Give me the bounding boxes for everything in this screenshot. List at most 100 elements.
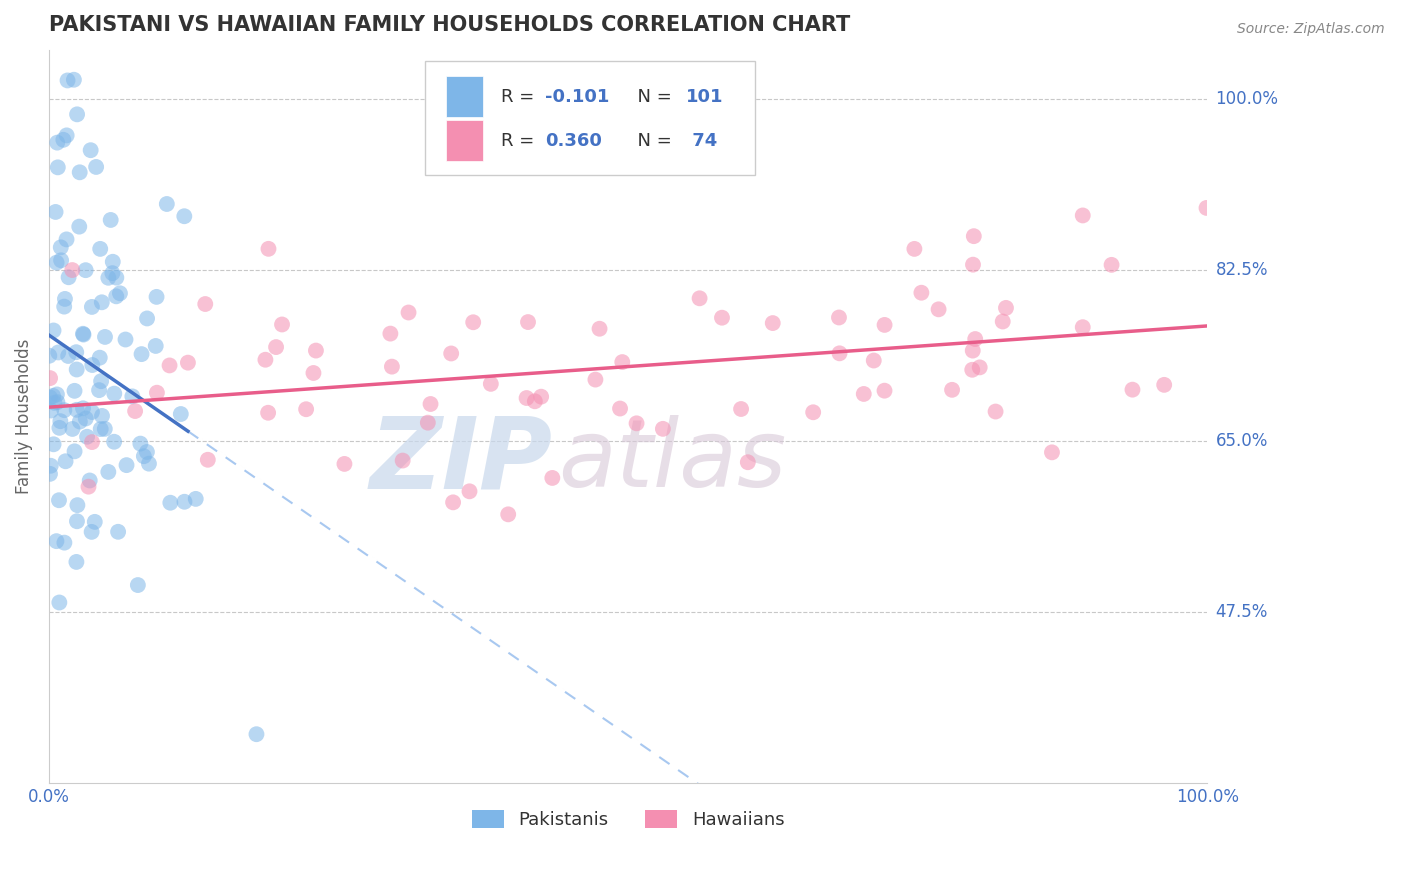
Point [398, 305, 420, 319]
Point [138, 457, 160, 471]
Point [46, 136, 69, 150]
Point [58, 270, 80, 285]
Point [45, 205, 67, 219]
Point [48, 595, 70, 609]
Point [69, 165, 91, 179]
Point [416, 416, 439, 430]
Point [91, 409, 114, 423]
Point [38, 349, 60, 363]
Point [103, 434, 125, 449]
Point [156, 197, 179, 211]
Point [159, 496, 181, 510]
Point [1195, 201, 1218, 215]
Point [852, 387, 875, 401]
Point [79, 143, 101, 157]
Point [962, 258, 984, 272]
Point [49, 240, 72, 254]
FancyBboxPatch shape [426, 62, 755, 175]
Point [67, 219, 90, 234]
Point [121, 389, 143, 403]
Point [56, 349, 79, 363]
Point [963, 229, 986, 244]
Point [965, 332, 987, 346]
Point [48, 421, 70, 435]
Point [862, 353, 884, 368]
Point [63, 444, 86, 458]
Point [612, 355, 634, 369]
Point [1071, 320, 1094, 334]
Point [76, 430, 98, 444]
Point [583, 373, 606, 387]
Point [1071, 209, 1094, 223]
FancyBboxPatch shape [446, 120, 484, 161]
Point [440, 346, 463, 360]
Text: 82.5%: 82.5% [1216, 261, 1268, 279]
Point [541, 471, 564, 485]
Point [107, 524, 129, 539]
Point [910, 285, 932, 300]
Point [1040, 445, 1063, 459]
Point [53, 403, 76, 417]
Point [97, 270, 120, 285]
Point [173, 495, 195, 509]
Point [69, 415, 91, 429]
Point [53, 292, 76, 306]
Point [46, 161, 69, 175]
Point [626, 417, 648, 431]
Point [737, 455, 759, 469]
Point [39, 458, 62, 473]
Point [55, 454, 77, 468]
Point [873, 318, 896, 332]
Point [82, 358, 104, 372]
Point [80, 405, 103, 419]
Point [46, 345, 69, 359]
Text: 65.0%: 65.0% [1216, 432, 1268, 450]
Point [94, 330, 117, 344]
Point [257, 242, 280, 256]
Point [271, 318, 294, 332]
Point [969, 360, 991, 375]
Point [828, 310, 851, 325]
Point [984, 404, 1007, 418]
Point [1153, 377, 1175, 392]
Point [42, 323, 65, 337]
Point [170, 407, 193, 421]
Point [516, 391, 538, 405]
Point [463, 315, 485, 329]
Point [828, 346, 851, 360]
Point [145, 339, 167, 353]
Point [523, 394, 546, 409]
Point [39, 403, 62, 417]
Point [48, 493, 70, 508]
Point [72, 327, 94, 342]
Point [77, 480, 100, 494]
Point [873, 384, 896, 398]
Point [651, 422, 673, 436]
Point [962, 343, 984, 358]
Point [302, 366, 325, 380]
Point [177, 356, 200, 370]
Point [762, 316, 785, 330]
Point [1121, 383, 1143, 397]
Point [419, 397, 441, 411]
Point [131, 347, 153, 361]
Text: R =: R = [501, 87, 540, 105]
Point [941, 383, 963, 397]
Point [145, 290, 167, 304]
Point [44, 396, 66, 410]
Point [45, 387, 67, 401]
Point [962, 363, 984, 377]
Point [245, 727, 267, 741]
Point [87, 383, 110, 397]
Point [441, 495, 464, 509]
Point [66, 107, 89, 121]
Point [80, 300, 103, 314]
Point [136, 311, 159, 326]
Text: Source: ZipAtlas.com: Source: ZipAtlas.com [1237, 22, 1385, 37]
Point [66, 514, 89, 528]
Point [72, 401, 94, 416]
Text: 101: 101 [686, 87, 724, 105]
Point [52, 133, 75, 147]
Point [127, 578, 149, 592]
Point [62, 422, 84, 436]
